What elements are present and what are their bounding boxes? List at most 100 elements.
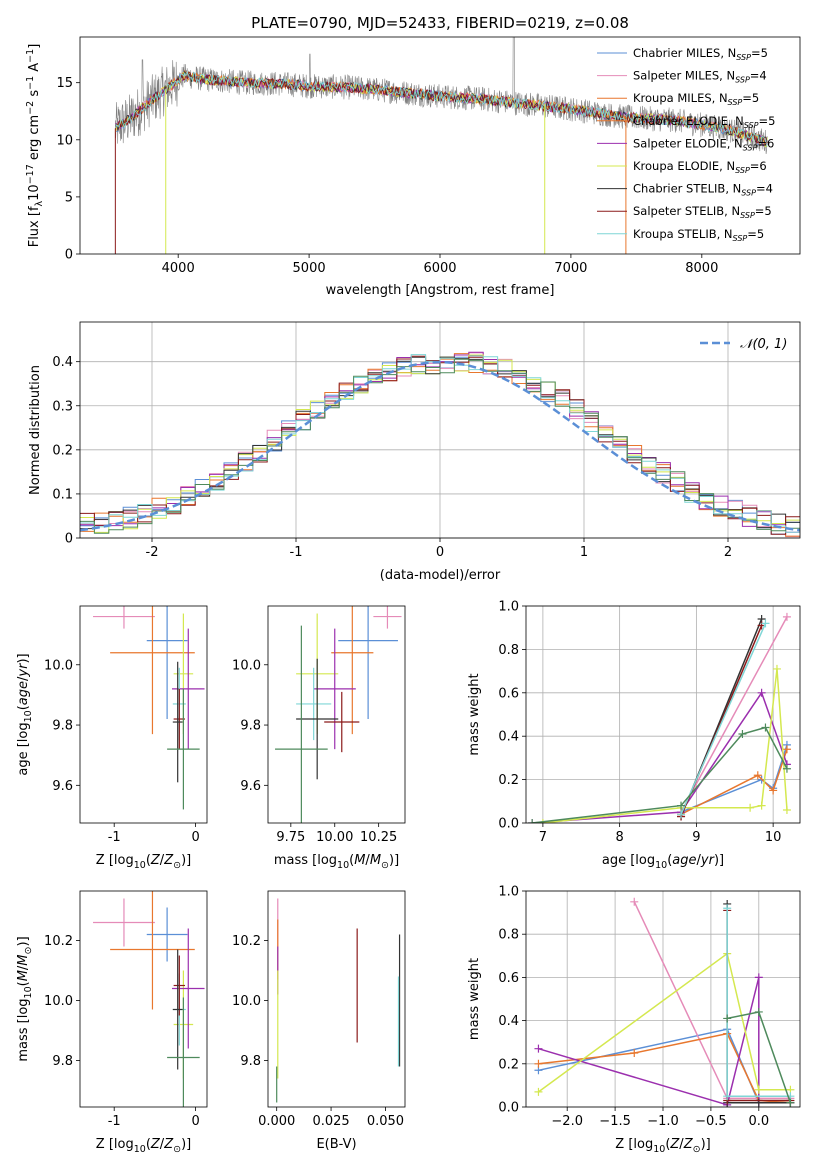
x-tick-label: 8000 [685,261,718,276]
x-axis-label: (data-model)/error [380,568,501,583]
y-tick-label: 0.8 [498,928,519,943]
series-marker [534,1087,543,1096]
x-tick-label: 7 [539,830,547,845]
x-axis-label-part: Z [150,1137,161,1152]
x-axis-label-part: ( [665,1137,670,1152]
age-vs-mass-frame [267,605,406,824]
x-tick-label: 10.25 [360,830,397,845]
series-line [680,623,767,815]
y-tick-label: 15 [56,76,73,91]
weight-vs-Z-axes: −2.0 −1.5 −1.0 −0.5 0.0 0.0 0.2 0.4 0.6 0.8 1.0 [498,885,800,1129]
y-axis-label: Normed distribution [28,365,43,495]
y-tick-label: 0.2 [498,1057,519,1072]
y-axis-label-part: )] [16,653,31,663]
x-tick-label: 2 [724,545,732,560]
x-axis-label-part: age [672,853,696,868]
y-tick-label: 0.6 [498,971,519,986]
y-axis-label: Flux [fλ10−17 erg cm−2 s−1 A−1] [25,44,45,248]
y-tick-label: 0.2 [52,443,73,458]
y-axis-label-part: ( [16,981,31,986]
y-tick-label: 0.6 [498,686,519,701]
x-tick-label: −0.5 [695,1114,727,1129]
x-tick-label: 10.00 [316,830,353,845]
x-axis-label-part: M [370,853,381,868]
y-axis-label-part: / [16,965,31,970]
y-tick-label: 0.3 [52,399,73,414]
x-tick-label: 0.000 [258,1114,295,1129]
x-tick-label: 0.050 [367,1114,404,1129]
x-axis-label-part: E(B-V) [316,1137,356,1152]
y-tick-label: 10.0 [44,658,73,673]
y-tick-label: 5 [65,190,73,205]
mass-vs-EBV-frame [267,890,406,1108]
x-axis-label-part: )] [389,853,399,868]
model-spectrum [114,71,768,147]
x-tick-label: 0.025 [312,1114,349,1129]
x-axis-label-part: )] [714,853,724,868]
x-axis-label: Z [log10(Z/Z⊙)] [615,1137,710,1155]
y-tick-label: 0.0 [498,1101,519,1116]
x-tick-label: 0.0 [748,1114,769,1129]
y-tick-label: 0.0 [498,817,519,832]
legend-model: Kroupa MILES, N [633,91,728,105]
series-marker [761,723,770,732]
legend-model: Chabrier ELODIE, N [633,114,744,128]
legend-n: =5 [755,204,772,218]
x-axis-label-part: ⊙ [173,860,181,871]
legend-n: =5 [751,46,768,60]
y-axis-label-part: −1 [25,49,36,63]
x-tick-label: 9.75 [276,830,305,845]
series-marker [786,1098,795,1107]
mass-vs-Z-points [93,891,205,1107]
x-axis-label: age [log10(age/yr)] [602,853,724,871]
x-axis-label: wavelength [Angstrom, rest frame] [326,283,555,298]
series-marker [630,1049,639,1057]
series-marker [677,810,686,819]
x-axis-label-part: 10 [134,860,146,871]
x-axis-label-part: mass [log [274,853,337,868]
legend-n: =5 [747,227,764,241]
legend-label: 𝒩(0, 1) [740,337,787,352]
legend-model: Kroupa STELIB, N [633,227,733,241]
y-axis-label-part: Flux [f [27,206,42,247]
y-axis-label-part: age [16,681,31,705]
weight-vs-Z-frame [525,890,801,1108]
age-vs-Z-frame [79,605,208,824]
x-tick-label: −2.0 [551,1114,583,1129]
x-tick-label: 8 [615,830,623,845]
series-line [680,748,788,815]
x-axis-label: mass [log10(M/M⊙)] [274,853,399,871]
y-tick-label: 10.2 [44,934,73,949]
y-tick-label: 9.6 [52,779,73,794]
y-axis-label-part: −17 [25,164,36,184]
weight-vs-age-frame [525,605,801,824]
weight-vs-age-series [528,612,791,823]
y-tick-label: 10.2 [232,934,261,949]
y-tick-label: 0.1 [52,487,73,502]
y-tick-label: 9.8 [52,719,73,734]
age-vs-Z-axes: -1 0 9.6 9.8 10.0 [44,658,200,845]
x-axis-label-part: / [679,1137,684,1152]
x-axis-label-part: )] [181,853,191,868]
gaussian-curve [80,360,800,532]
model-spectrum [115,72,768,146]
spectrum-frame [79,36,801,255]
y-tick-label: 10 [56,133,73,148]
mass-vs-EBV-axes: 0.000 0.025 0.050 9.8 10.0 10.2 [232,934,404,1129]
y-axis-label-part: −2 [25,101,36,115]
y-axis-label-part: 10 [27,184,42,201]
series-line [532,691,788,823]
mass-vs-EBV-points [276,898,401,1103]
x-axis-label-part: ( [667,853,672,868]
x-tick-label: 6000 [423,261,456,276]
residuals-axes: -2 -1 0 1 2 0 0.1 0.2 0.3 0.4 [52,322,800,560]
series-marker [769,786,778,795]
series-marker [754,1085,763,1094]
legend-n: =4 [750,69,767,83]
y-tick-label: 0.4 [498,1014,519,1029]
series-line [633,901,791,1100]
y-axis-label-part: s [27,90,42,101]
series-marker [757,688,766,697]
